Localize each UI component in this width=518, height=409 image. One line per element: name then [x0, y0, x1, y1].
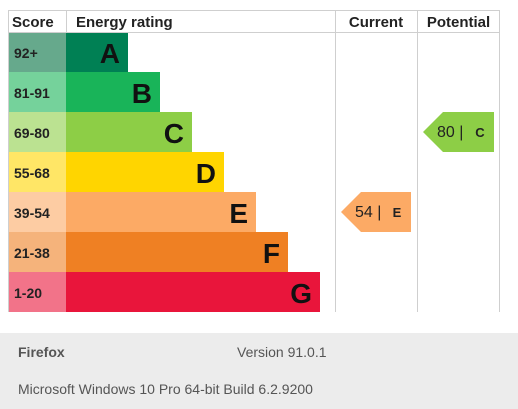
rating-letter-f: F [263, 238, 280, 269]
rating-letter-d: D [196, 158, 216, 189]
score-label-e: 39-54 [14, 205, 50, 221]
browser-version: Version 91.0.1 [237, 344, 327, 360]
browser-name: Firefox [18, 344, 65, 360]
score-label-g: 1-20 [14, 285, 42, 301]
energy-rating-chart: Score Energy rating Current Potential 92+ A 81… [8, 10, 500, 312]
current-score: 54 | [355, 204, 381, 221]
header-energy-rating: Energy rating [76, 14, 173, 31]
browser-info-footer: Firefox Version 91.0.1 Microsoft Windows… [0, 333, 518, 409]
header-current: Current [349, 14, 403, 31]
header-potential: Potential [427, 14, 490, 31]
header-score: Score [12, 14, 54, 31]
rating-letter-c: C [164, 118, 184, 149]
score-label-c: 69-80 [14, 125, 50, 141]
score-cell-c [8, 112, 66, 152]
rating-bar-e [66, 192, 256, 232]
current-letter: E [393, 205, 402, 220]
score-label-a: 92+ [14, 45, 38, 61]
score-label-f: 21-38 [14, 245, 50, 261]
rating-letter-b: B [132, 78, 152, 109]
score-cell-f [8, 232, 66, 272]
rating-bar-f [66, 232, 288, 272]
score-label-b: 81-91 [14, 85, 50, 101]
rating-bar-d [66, 152, 224, 192]
rating-letter-g: G [290, 278, 312, 309]
current-arrow [341, 192, 411, 232]
energy-rating-svg: Score Energy rating Current Potential 92+ A 81… [8, 10, 500, 312]
rating-bar-a [66, 32, 128, 72]
os-info: Microsoft Windows 10 Pro 64-bit Build 6.… [18, 381, 313, 397]
potential-letter: C [475, 125, 485, 140]
potential-score: 80 | [437, 124, 463, 141]
rating-bar-b [66, 72, 160, 112]
rating-bar-g [66, 272, 320, 312]
potential-arrow [423, 112, 494, 152]
score-cell-e [8, 192, 66, 232]
score-cell-d [8, 152, 66, 192]
score-cell-b [8, 72, 66, 112]
score-cell-g [8, 272, 66, 312]
rating-letter-a: A [100, 38, 120, 69]
score-cell-a [8, 32, 66, 72]
score-label-d: 55-68 [14, 165, 50, 181]
rating-letter-e: E [229, 198, 248, 229]
rating-bar-c [66, 112, 192, 152]
